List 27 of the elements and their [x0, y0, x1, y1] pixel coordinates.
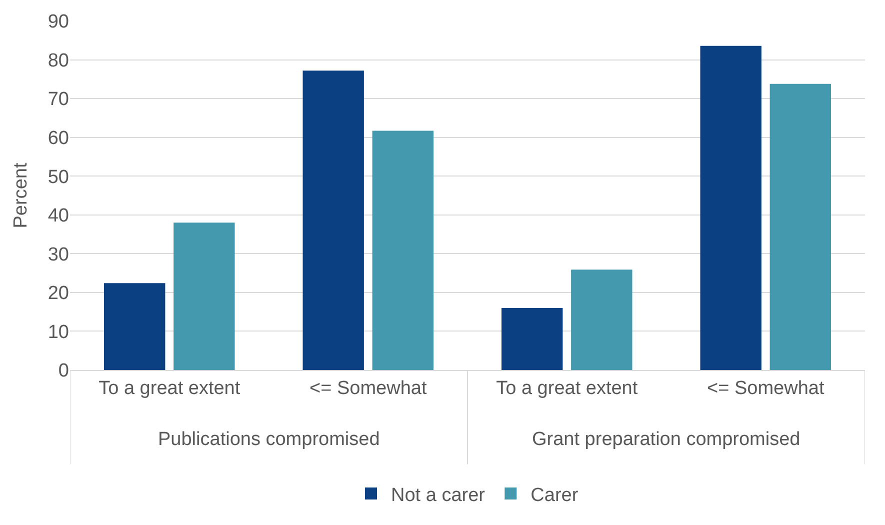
text: Grant preparation compromised [532, 429, 800, 450]
bar [104, 283, 166, 370]
x-tick-label: <= Somewhat [707, 378, 825, 399]
y-tick-label: 50 [48, 166, 69, 188]
y-axis-title: Percent [10, 162, 32, 228]
x-tick-label: To a great extent [496, 378, 638, 399]
y-tick-label: 80 [48, 50, 69, 72]
legend-label: Not a carer [391, 484, 486, 506]
y-tick-label: 40 [48, 206, 69, 227]
bar [174, 222, 235, 370]
x-tick-label: To a great extent [98, 378, 241, 399]
y-tick-label: 10 [48, 322, 69, 343]
bar [501, 308, 563, 370]
y-tick-label: 60 [48, 128, 69, 149]
y-tick-label: 20 [48, 283, 69, 304]
text: Publications compromised [158, 429, 380, 450]
bar [302, 70, 364, 370]
legend-label: Carer [530, 484, 579, 506]
bar [571, 270, 632, 370]
y-tick-label: 30 [48, 244, 69, 266]
bar [372, 130, 434, 370]
bar [700, 46, 762, 370]
y-tick-label: 0 [58, 360, 69, 382]
y-tick-label: 70 [48, 89, 69, 110]
y-tick-label: 90 [48, 12, 69, 33]
x-tick-label: <= Somewhat [310, 378, 428, 399]
bar [770, 84, 832, 370]
